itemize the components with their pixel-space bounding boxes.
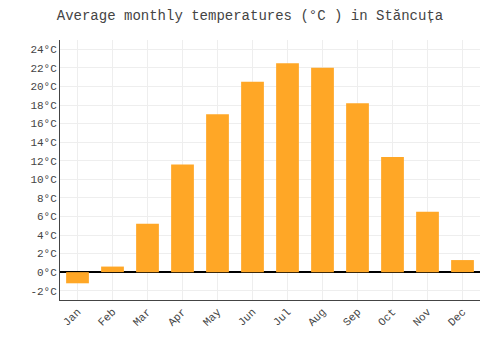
svg-text:May: May: [201, 306, 224, 329]
svg-text:18°C: 18°C: [30, 100, 57, 112]
svg-text:24°C: 24°C: [30, 44, 57, 56]
svg-text:Jun: Jun: [236, 306, 258, 328]
svg-text:8°C: 8°C: [37, 193, 57, 205]
svg-text:22°C: 22°C: [30, 63, 57, 75]
svg-text:Oct: Oct: [376, 306, 398, 328]
svg-text:Jul: Jul: [271, 306, 293, 328]
svg-text:14°C: 14°C: [30, 137, 57, 149]
svg-text:Feb: Feb: [96, 306, 118, 328]
svg-text:Jan: Jan: [61, 306, 83, 328]
svg-text:10°C: 10°C: [30, 174, 57, 186]
svg-text:6°C: 6°C: [37, 211, 57, 223]
svg-text:Mar: Mar: [131, 306, 153, 328]
svg-text:2°C: 2°C: [37, 248, 57, 260]
svg-text:Dec: Dec: [446, 306, 468, 328]
svg-text:12°C: 12°C: [30, 156, 57, 168]
svg-text:20°C: 20°C: [30, 81, 57, 93]
svg-text:16°C: 16°C: [30, 118, 57, 130]
svg-text:Aug: Aug: [306, 306, 328, 328]
svg-text:4°C: 4°C: [37, 230, 57, 242]
svg-text:Average monthly temperatures (: Average monthly temperatures (°C ) in St…: [57, 8, 443, 24]
svg-text:Apr: Apr: [166, 306, 188, 328]
svg-text:0°C: 0°C: [37, 267, 57, 279]
svg-text:Sep: Sep: [341, 306, 363, 328]
svg-text:Nov: Nov: [411, 306, 434, 329]
svg-text:-2°C: -2°C: [30, 286, 57, 298]
